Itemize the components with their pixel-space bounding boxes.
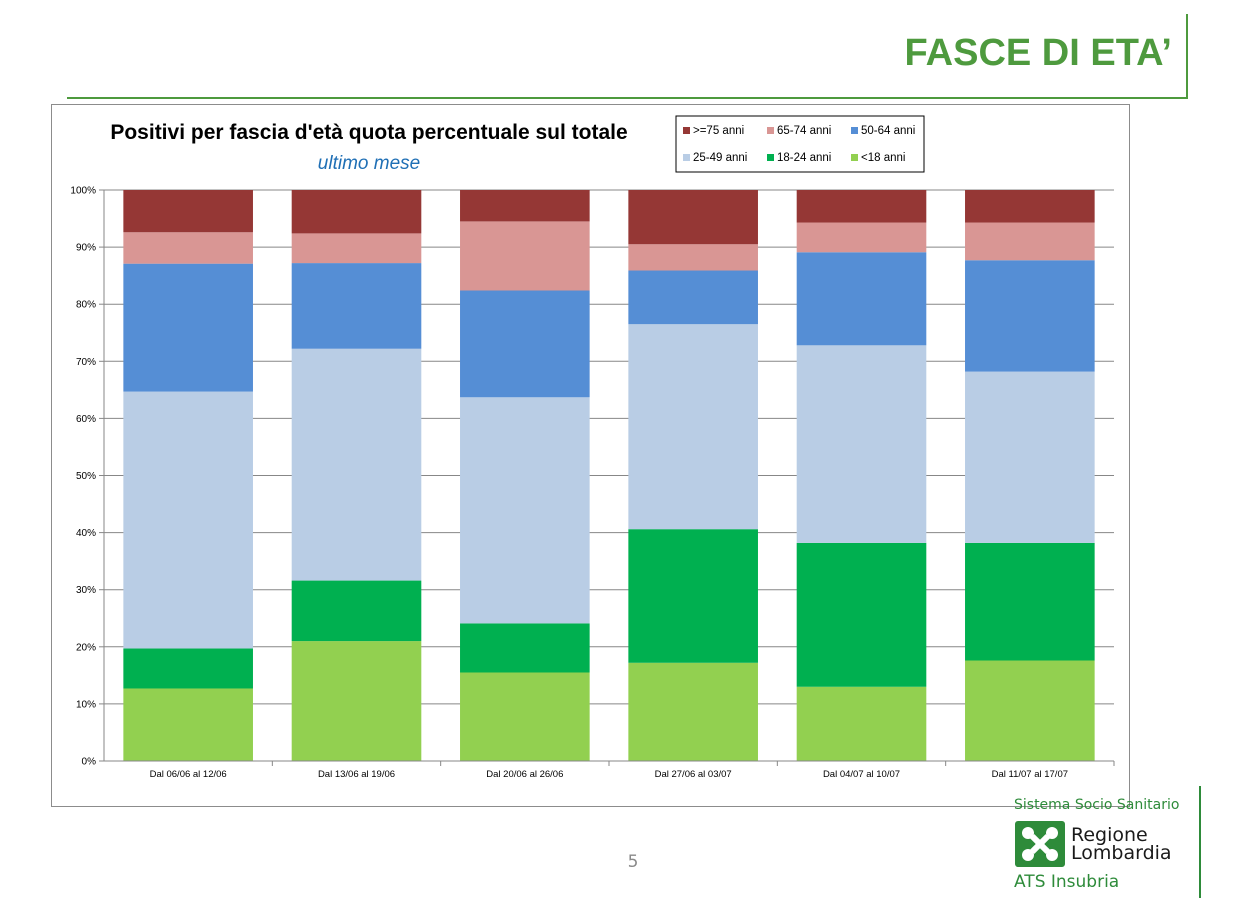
legend-swatch [767,127,774,134]
chart-title: Positivi per fascia d'età quota percentu… [110,121,627,144]
legend-label: 18-24 anni [777,152,831,164]
legend-label: 65-74 anni [777,125,831,137]
y-tick-label: 30% [76,585,96,596]
x-tick-label: Dal 13/06 al 19/06 [318,769,395,780]
x-tick-label: Dal 27/06 al 03/07 [655,769,732,780]
bar-segment [123,688,253,761]
bar-segment [291,348,422,581]
legend-swatch [851,154,858,161]
logo-divider [1199,786,1201,898]
bar-segment [965,542,1095,661]
bar-segment [123,648,253,689]
logo-region-line2: Lombardia [1071,842,1172,864]
bar-segment [123,263,253,392]
y-tick-label: 40% [76,528,96,539]
legend-swatch [851,127,858,134]
title-divider [67,97,1188,99]
title-divider-vertical [1186,14,1188,99]
logo-agency: ATS Insubria [1014,872,1120,892]
legend-label: 50-64 anni [861,125,915,137]
bar-segment [796,686,927,761]
stacked-bar-chart: Positivi per fascia d'età quota percentu… [70,115,1115,780]
bar-segment [460,221,590,291]
bar-segment [796,542,927,687]
lombardy-rose-icon [1015,821,1065,867]
bar-segment [965,222,1095,261]
bar-segment [460,672,590,761]
bar-segment [628,270,758,325]
chart-frame: Positivi per fascia d'età quota percentu… [51,104,1130,807]
bar-segment [628,662,758,761]
y-tick-label: 20% [76,642,96,653]
y-tick-label: 10% [76,699,96,710]
legend-box [675,115,925,173]
bar-segment [291,263,422,349]
bar-segment [291,190,422,234]
legend-swatch [683,154,690,161]
x-tick-label: Dal 04/07 al 10/07 [823,769,900,780]
bar-segment [123,391,253,649]
legend-label: >=75 anni [693,125,744,137]
bar-segment [965,190,1095,223]
y-tick-label: 0% [82,757,97,768]
bar-segment [123,232,253,264]
axes: 0% 10% 20% 30% 40% 50% 60% 70% 80% 90% 100% Dal 06/… [70,186,1115,780]
bar-segment [628,244,758,271]
x-tick-label: Dal 11/07 al 17/07 [992,769,1068,780]
bar-segment [291,233,422,264]
y-tick-label: 90% [76,243,96,254]
bar-segment [460,623,590,673]
bar-segment [796,252,927,346]
y-tick-label: 100% [70,186,96,197]
bar-segment [965,260,1095,372]
bar-segment [965,660,1095,761]
bar-segment [628,529,758,663]
y-tick-label: 70% [76,357,96,368]
y-tick-label: 50% [76,471,96,482]
chart-subtitle: ultimo mese [318,153,420,174]
logo-region-line1: Regione [1071,824,1148,846]
bar-segment [628,190,758,245]
x-tick-label: Dal 20/06 al 26/06 [486,769,563,780]
grid-lines [104,189,1114,762]
slide-title: FASCE DI ETA’ [904,32,1172,74]
logo-system-text: Sistema Socio Sanitario [1014,797,1180,813]
legend: >=75 anni 65-74 anni 50-64 anni 25-49 anni 1… [675,115,925,173]
legend-label: 25-49 anni [693,152,747,164]
legend-swatch [683,127,690,134]
y-tick-label: 60% [76,414,96,425]
legend-label: <18 anni [861,152,905,164]
y-tick-label: 80% [76,300,96,311]
x-tick-label: Dal 06/06 al 12/06 [150,769,227,780]
page-number: 5 [627,852,639,872]
legend-swatch [767,154,774,161]
bar-segment [460,190,590,222]
bar-segment [291,580,422,642]
bar-segment [796,222,927,253]
bar-segment [965,371,1095,543]
bar-segment [796,190,927,223]
bar-segment [628,324,758,530]
bar-segment [291,641,422,761]
bar-segment [460,290,590,398]
bar-segment [796,345,927,543]
bars [123,190,1095,761]
bar-segment [123,190,253,233]
bar-segment [460,397,590,624]
